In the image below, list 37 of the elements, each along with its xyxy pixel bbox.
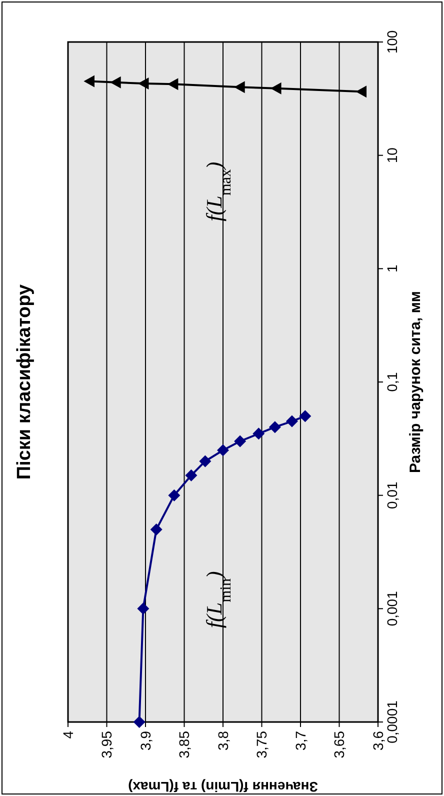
point [185, 469, 198, 482]
point [133, 716, 146, 728]
x-tick-label: 3,65 [331, 730, 348, 758]
y-tick-label: 100 [384, 30, 400, 54]
y-tick-label: 0,0001 [384, 700, 400, 744]
point [286, 415, 298, 428]
point [268, 421, 281, 434]
point [234, 81, 245, 94]
x-tick-label: 3,9 [137, 730, 154, 750]
point [138, 78, 149, 90]
y-tick-label: 0,01 [384, 481, 400, 509]
y-tick-label: 0,001 [384, 590, 400, 626]
y-tick-label: 10 [384, 147, 400, 164]
point [299, 410, 312, 422]
x-tick-label: 3,95 [98, 730, 115, 758]
x-tick-label: 3,7 [292, 730, 308, 750]
point [110, 76, 121, 88]
point [199, 455, 212, 468]
point [217, 444, 229, 456]
x-tick-label: 4 [60, 730, 76, 739]
x-tick-label: 3,6 [370, 730, 386, 750]
point [356, 86, 367, 98]
point [137, 602, 150, 615]
point [168, 489, 180, 502]
point [252, 428, 265, 440]
y-axis-title: Размір чарунок сита, мм [407, 290, 424, 474]
text: Піски класифікатору [14, 284, 35, 480]
x-axis-title: Значення f(Lmin) та f(Lmax) [128, 779, 318, 795]
x-tick-label: 3,8 [214, 730, 231, 750]
y-tick-label: 0,1 [384, 372, 400, 392]
point [270, 82, 282, 94]
x-tick-label: 3,85 [176, 730, 192, 758]
y-tick-label: 1 [384, 264, 400, 273]
x-tick-label: 3,75 [254, 730, 270, 758]
point [84, 75, 94, 88]
point [234, 435, 246, 448]
point [150, 523, 162, 536]
